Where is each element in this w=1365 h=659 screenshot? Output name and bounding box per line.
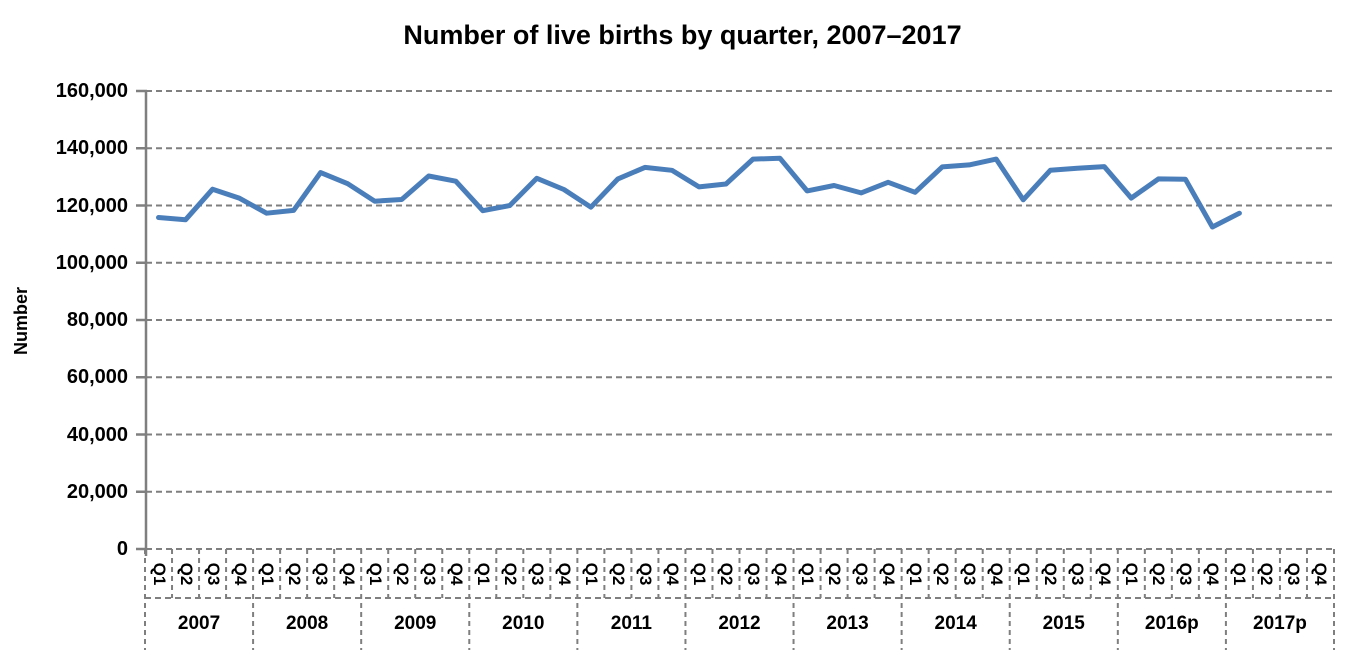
y-tick-label: 100,000 [55, 251, 128, 274]
x-tick-year-label: 2010 [502, 613, 545, 634]
y-tick-label: 160,000 [55, 80, 128, 102]
live-births-line-series [156, 155, 1242, 230]
y-tick-label: 0 [116, 538, 128, 560]
x-tick-year-label: 2009 [394, 613, 437, 634]
x-tick-year-label: 2013 [826, 613, 869, 634]
x-tick-year-label: 2014 [934, 613, 977, 634]
x-tick-year-label: 2016p [1144, 613, 1199, 634]
chart-title: Number of live births by quarter, 2007–2… [403, 20, 962, 50]
y-tick-label: 120,000 [55, 194, 128, 217]
y-tick-label: 140,000 [55, 137, 128, 160]
x-tick-year-label: 2017p [1253, 613, 1307, 634]
y-tick-label: 80,000 [66, 309, 128, 331]
x-tick-year-label: 2007 [177, 613, 221, 634]
x-tick-year-label: 2012 [718, 613, 761, 634]
x-tick-year-label: 2011 [610, 613, 653, 634]
y-tick-label: 60,000 [66, 366, 128, 389]
x-tick-year-label: 2008 [285, 613, 329, 634]
x-tick-year-label: 2015 [1042, 613, 1085, 634]
y-tick-label: 20,000 [66, 480, 128, 503]
y-tick-label: 40,000 [66, 423, 128, 446]
x-tick-quarter-label: Q4 [1311, 562, 1331, 586]
